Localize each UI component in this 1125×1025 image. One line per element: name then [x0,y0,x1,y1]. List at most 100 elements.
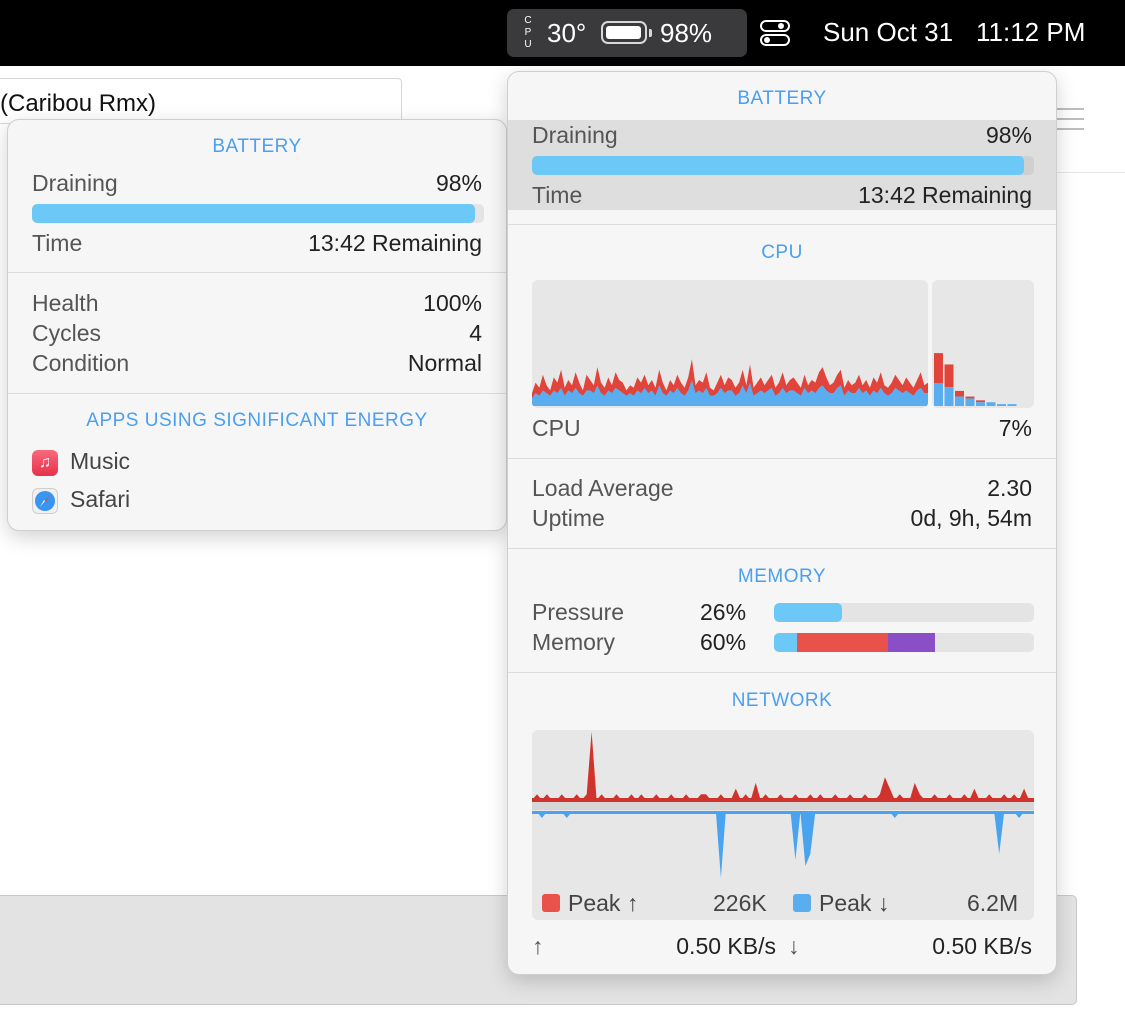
battery-time-value: 13:42 Remaining [308,230,482,256]
cpu-core-1-user-bar [944,387,954,406]
battery-icon [601,21,652,44]
cpu-temperature: 30° [547,18,587,48]
memory-pressure-value: 26% [700,599,747,625]
stats-popover: BATTERY Draining 98% Time 13:42 Remainin… [507,71,1057,975]
battery-state-label: Draining [32,170,118,196]
cpu-core-4-user-bar [976,402,985,406]
hamburger-menu-icon[interactable] [1056,108,1084,130]
stats-battery-time-row: Time 13:42 Remaining [532,182,1032,212]
cpu-series-1-area [532,380,928,406]
battery-health-row: Health 100% [32,290,482,320]
cpu-core-4-system-bar [976,400,985,403]
stats-battery-fill [532,156,1024,175]
load-average-value: 2.30 [987,475,1032,501]
memory-segment-wired [774,633,798,652]
stats-battery-time-label: Time [532,182,583,208]
battery-popover: BATTERY Draining 98% Time 13:42 Remainin… [7,119,507,531]
stats-battery-state-value: 98% [985,122,1032,148]
load-average-label: Load Average [532,475,674,501]
cpu-usage-label: CPU [532,415,581,441]
menu-bar: C P U 30° 98% Sun Oct 31 11:12 PM [0,0,1125,66]
cpu-core-6-user-bar [997,404,1006,406]
cpu-core-2-user-bar [955,396,964,406]
battery-health-label: Health [32,290,99,316]
toggle-bottom [760,34,790,46]
battery-cycles-row: Cycles 4 [32,320,482,350]
battery-percent: 98% [660,18,713,48]
cpu-core-2-system-bar [955,390,964,397]
divider [8,393,506,394]
cpu-core-3-user-bar [965,398,975,406]
cpu-core-chart [932,280,1034,408]
memory-segment-compressed [888,633,936,652]
download-baseline [532,811,1034,814]
cpu-usage-row: CPU 7% [532,415,1032,445]
battery-state-row: Draining 98% [32,170,482,200]
safari-compass-icon [32,488,58,514]
download-rate-value: 0.50 KB/s [932,933,1032,959]
network-history-chart: Peak ↑ 226K Peak ↓ 6.2M [532,730,1034,920]
stats-battery-bar [532,156,1034,175]
download-legend-swatch [793,894,811,912]
download-series-area [532,812,1034,878]
cpu-core-svg [934,353,1017,406]
battery-icon-nub [649,29,652,37]
battery-condition-label: Condition [32,350,130,376]
battery-time-row: Time 13:42 Remaining [32,230,482,260]
battery-state-value: 98% [435,170,482,196]
network-zero-band [532,802,1034,810]
memory-pressure-fill [774,603,842,622]
cpu-core-5-user-bar [986,402,996,406]
memory-usage-bar [774,633,1034,652]
cpu-history-chart [532,280,928,408]
battery-level-fill [32,204,475,223]
battery-condition-value: Normal [407,350,482,376]
music-icon: ♫ [32,450,58,476]
memory-section-title: MEMORY [737,566,827,587]
app-name: Safari [70,486,131,512]
upload-arrow-icon: ↑ [532,933,544,959]
battery-cycles-label: Cycles [32,320,102,346]
load-average-row: Load Average 2.30 [532,475,1032,505]
battery-section-title: BATTERY [212,136,302,157]
cpu-core-3-system-bar [965,396,975,399]
cpu-vertical-label: C P U [522,15,534,51]
battery-icon-fill [606,26,642,39]
app-name: Music [70,448,131,474]
cpu-core-0-user-bar [934,383,943,406]
memory-usage-label: Memory [532,629,616,655]
toggle-top [760,20,790,32]
stats-battery-state-label: Draining [532,122,618,148]
upload-peak-value: 226K [713,890,767,916]
upload-series-area [532,731,1034,800]
cpu-core-1-system-bar [944,364,954,388]
background-track-field [0,78,402,124]
battery-time-label: Time [32,230,83,256]
cpu-history-svg [532,359,928,406]
divider [508,548,1056,549]
memory-pressure-bar [774,603,1034,622]
menu-time[interactable]: 11:12 PM [976,17,1086,47]
menu-date[interactable]: Sun Oct 31 [823,17,954,47]
battery-level-bar [32,204,484,223]
upload-legend-label: Peak ↑ [568,890,639,916]
stats-menu-widget[interactable]: C P U 30° 98% [507,9,747,57]
upload-legend-swatch [542,894,560,912]
control-center-icon[interactable] [760,20,790,48]
memory-pressure-label: Pressure [532,599,625,625]
background-track-title: (Caribou Rmx) [0,90,157,117]
network-section-title: NETWORK [731,690,833,711]
cpu-letter-u: U [524,39,532,50]
download-peak-value: 6.2M [967,890,1019,916]
memory-usage-value: 60% [700,629,747,655]
cpu-letter-p: P [524,27,532,38]
stats-battery-title: BATTERY [737,88,827,109]
uptime-value: 0d, 9h, 54m [910,505,1032,531]
stats-battery-time-value: 13:42 Remaining [858,182,1032,208]
divider [508,672,1056,673]
energy-apps-title: APPS USING SIGNIFICANT ENERGY [86,410,428,431]
battery-health-value: 100% [423,290,482,316]
background-divider [1050,172,1125,173]
cpu-section-title: CPU [761,242,803,263]
download-arrow-icon: ↓ [788,933,800,959]
